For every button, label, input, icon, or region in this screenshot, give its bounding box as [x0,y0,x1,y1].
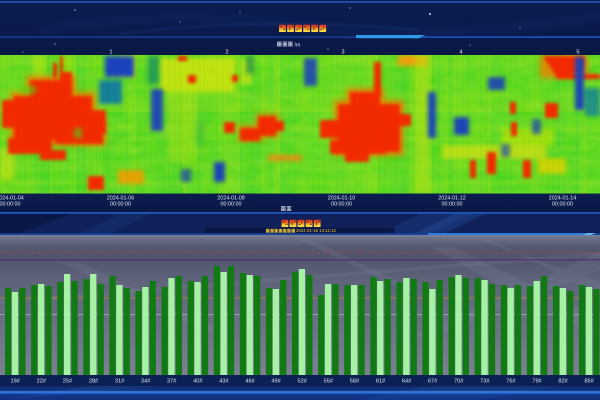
svg-text:79#: 79# [532,379,542,385]
svg-text:2024-01-06: 2024-01-06 [107,196,135,202]
svg-text:19#: 19# [11,379,21,385]
svg-text:64#: 64# [402,379,412,385]
svg-text:43#: 43# [219,379,229,385]
svg-text:2024-01-08: 2024-01-08 [217,196,245,202]
svg-text:37#: 37# [167,379,177,385]
svg-text:22#: 22# [37,379,47,385]
svg-text:2024-01-14: 2024-01-14 [549,196,577,202]
svg-text:34#: 34# [141,379,151,385]
svg-text:5: 5 [576,50,579,56]
svg-text:55#: 55# [324,379,334,385]
svg-text:70#: 70# [454,379,464,385]
svg-text:76#: 76# [506,379,516,385]
svg-text:28#: 28# [89,379,99,385]
svg-text:49#: 49# [271,379,281,385]
svg-text:/m: /m [295,42,301,48]
svg-text:61#: 61# [376,379,386,385]
svg-text:2: 2 [225,50,228,56]
svg-text:40#: 40# [193,379,203,385]
svg-text:2024-01-12: 2024-01-12 [438,196,466,202]
svg-text:3: 3 [341,50,344,56]
svg-text:67#: 67# [428,379,438,385]
svg-text:31#: 31# [115,379,125,385]
svg-text:73#: 73# [480,379,490,385]
svg-text:4: 4 [459,50,463,56]
svg-text:2024-01-04: 2024-01-04 [0,196,24,202]
svg-text:82#: 82# [558,379,568,385]
svg-text:2024-01-16 13:12:12: 2024-01-16 13:12:12 [296,228,337,233]
svg-text:1: 1 [109,50,112,56]
svg-text:00:00:00: 00:00:00 [221,201,242,207]
svg-text:85#: 85# [585,379,595,385]
svg-text:58#: 58# [350,379,360,385]
svg-text:00:00:00: 00:00:00 [0,201,20,207]
svg-text:25#: 25# [63,379,73,385]
svg-text:00:00:00: 00:00:00 [331,201,352,207]
svg-text:00:00:00: 00:00:00 [442,201,463,207]
svg-text:52#: 52# [298,379,308,385]
svg-text:00:00:00: 00:00:00 [552,201,573,207]
svg-text:00:00:00: 00:00:00 [110,201,131,207]
svg-text:46#: 46# [245,379,255,385]
svg-text:2024-01-10: 2024-01-10 [328,196,356,202]
